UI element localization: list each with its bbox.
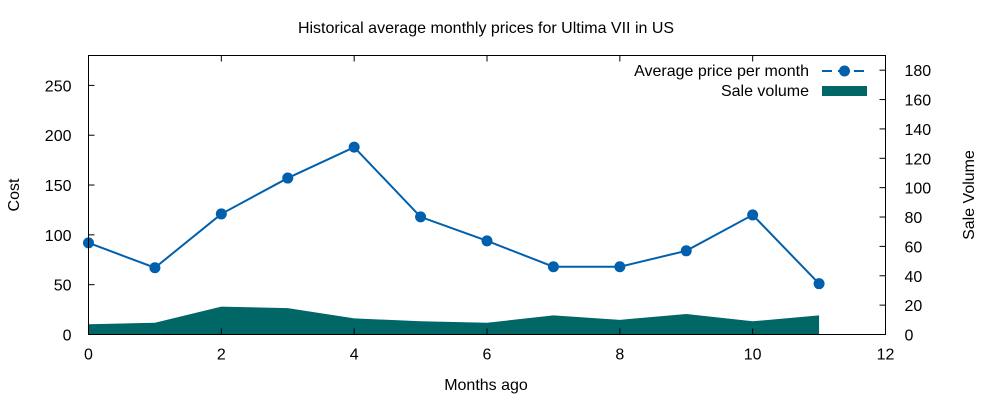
x-tick-label: 4: [350, 347, 359, 364]
y-tick-label: 250: [45, 78, 72, 95]
price-point: [481, 235, 493, 247]
y-tick-label: 100: [45, 228, 72, 245]
chart-title: Historical average monthly prices for Ul…: [298, 20, 674, 37]
y2-axis-title: Sale Volume: [961, 150, 978, 240]
price-point: [813, 278, 825, 290]
x-axis-title: Months ago: [444, 377, 528, 394]
legend-label-price: Average price per month: [634, 63, 809, 80]
x-tick-label: 6: [483, 347, 492, 364]
x-tick-label: 8: [615, 347, 624, 364]
price-point: [547, 261, 559, 273]
legend-label-volume: Sale volume: [721, 83, 809, 100]
y-tick-label: 150: [45, 178, 72, 195]
legend-swatch-volume: [822, 86, 867, 96]
x-tick-label: 10: [744, 347, 762, 364]
price-line: [88, 145, 820, 285]
y-axis-title: Cost: [6, 178, 23, 211]
x-tick-label: 12: [877, 347, 895, 364]
y2-tick-label: 40: [905, 269, 923, 286]
y2-tick-label: 20: [905, 298, 923, 315]
price-line-layer: [83, 141, 825, 290]
price-point: [614, 261, 626, 273]
price-point: [747, 209, 759, 221]
y2-tick-label: 160: [905, 93, 932, 110]
x-tick-label: 0: [84, 347, 93, 364]
price-point: [282, 172, 294, 184]
sale-volume-area: [88, 306, 820, 335]
y2-tick-label: 0: [905, 328, 914, 345]
legend-marker-price: [839, 65, 850, 77]
y-tick-label: 50: [54, 278, 72, 295]
y2-tick-label: 80: [905, 210, 923, 227]
price-point: [680, 245, 692, 257]
y2-tick-label: 140: [905, 122, 932, 139]
price-point: [149, 262, 161, 274]
x-axis: 0 2 4 6 8 10 12: [84, 55, 895, 364]
sale-volume-area-layer: [88, 306, 820, 335]
legend: Average price per month Sale volume: [634, 63, 867, 100]
y-tick-label: 200: [45, 128, 72, 145]
y2-tick-label: 60: [905, 239, 923, 256]
y2-tick-label: 100: [905, 181, 932, 198]
y-tick-label: 0: [63, 328, 72, 345]
y2-tick-label: 180: [905, 63, 932, 80]
y2-tick-label: 120: [905, 151, 932, 168]
x-tick-label: 2: [217, 347, 226, 364]
price-point: [415, 211, 427, 223]
price-point: [348, 141, 360, 153]
price-point: [215, 208, 227, 220]
y-axis-right: 0 20 40 60 80 100 120 140 160 180: [879, 63, 932, 345]
y-axis-left: 0 50 100 150 200 250: [45, 78, 95, 345]
